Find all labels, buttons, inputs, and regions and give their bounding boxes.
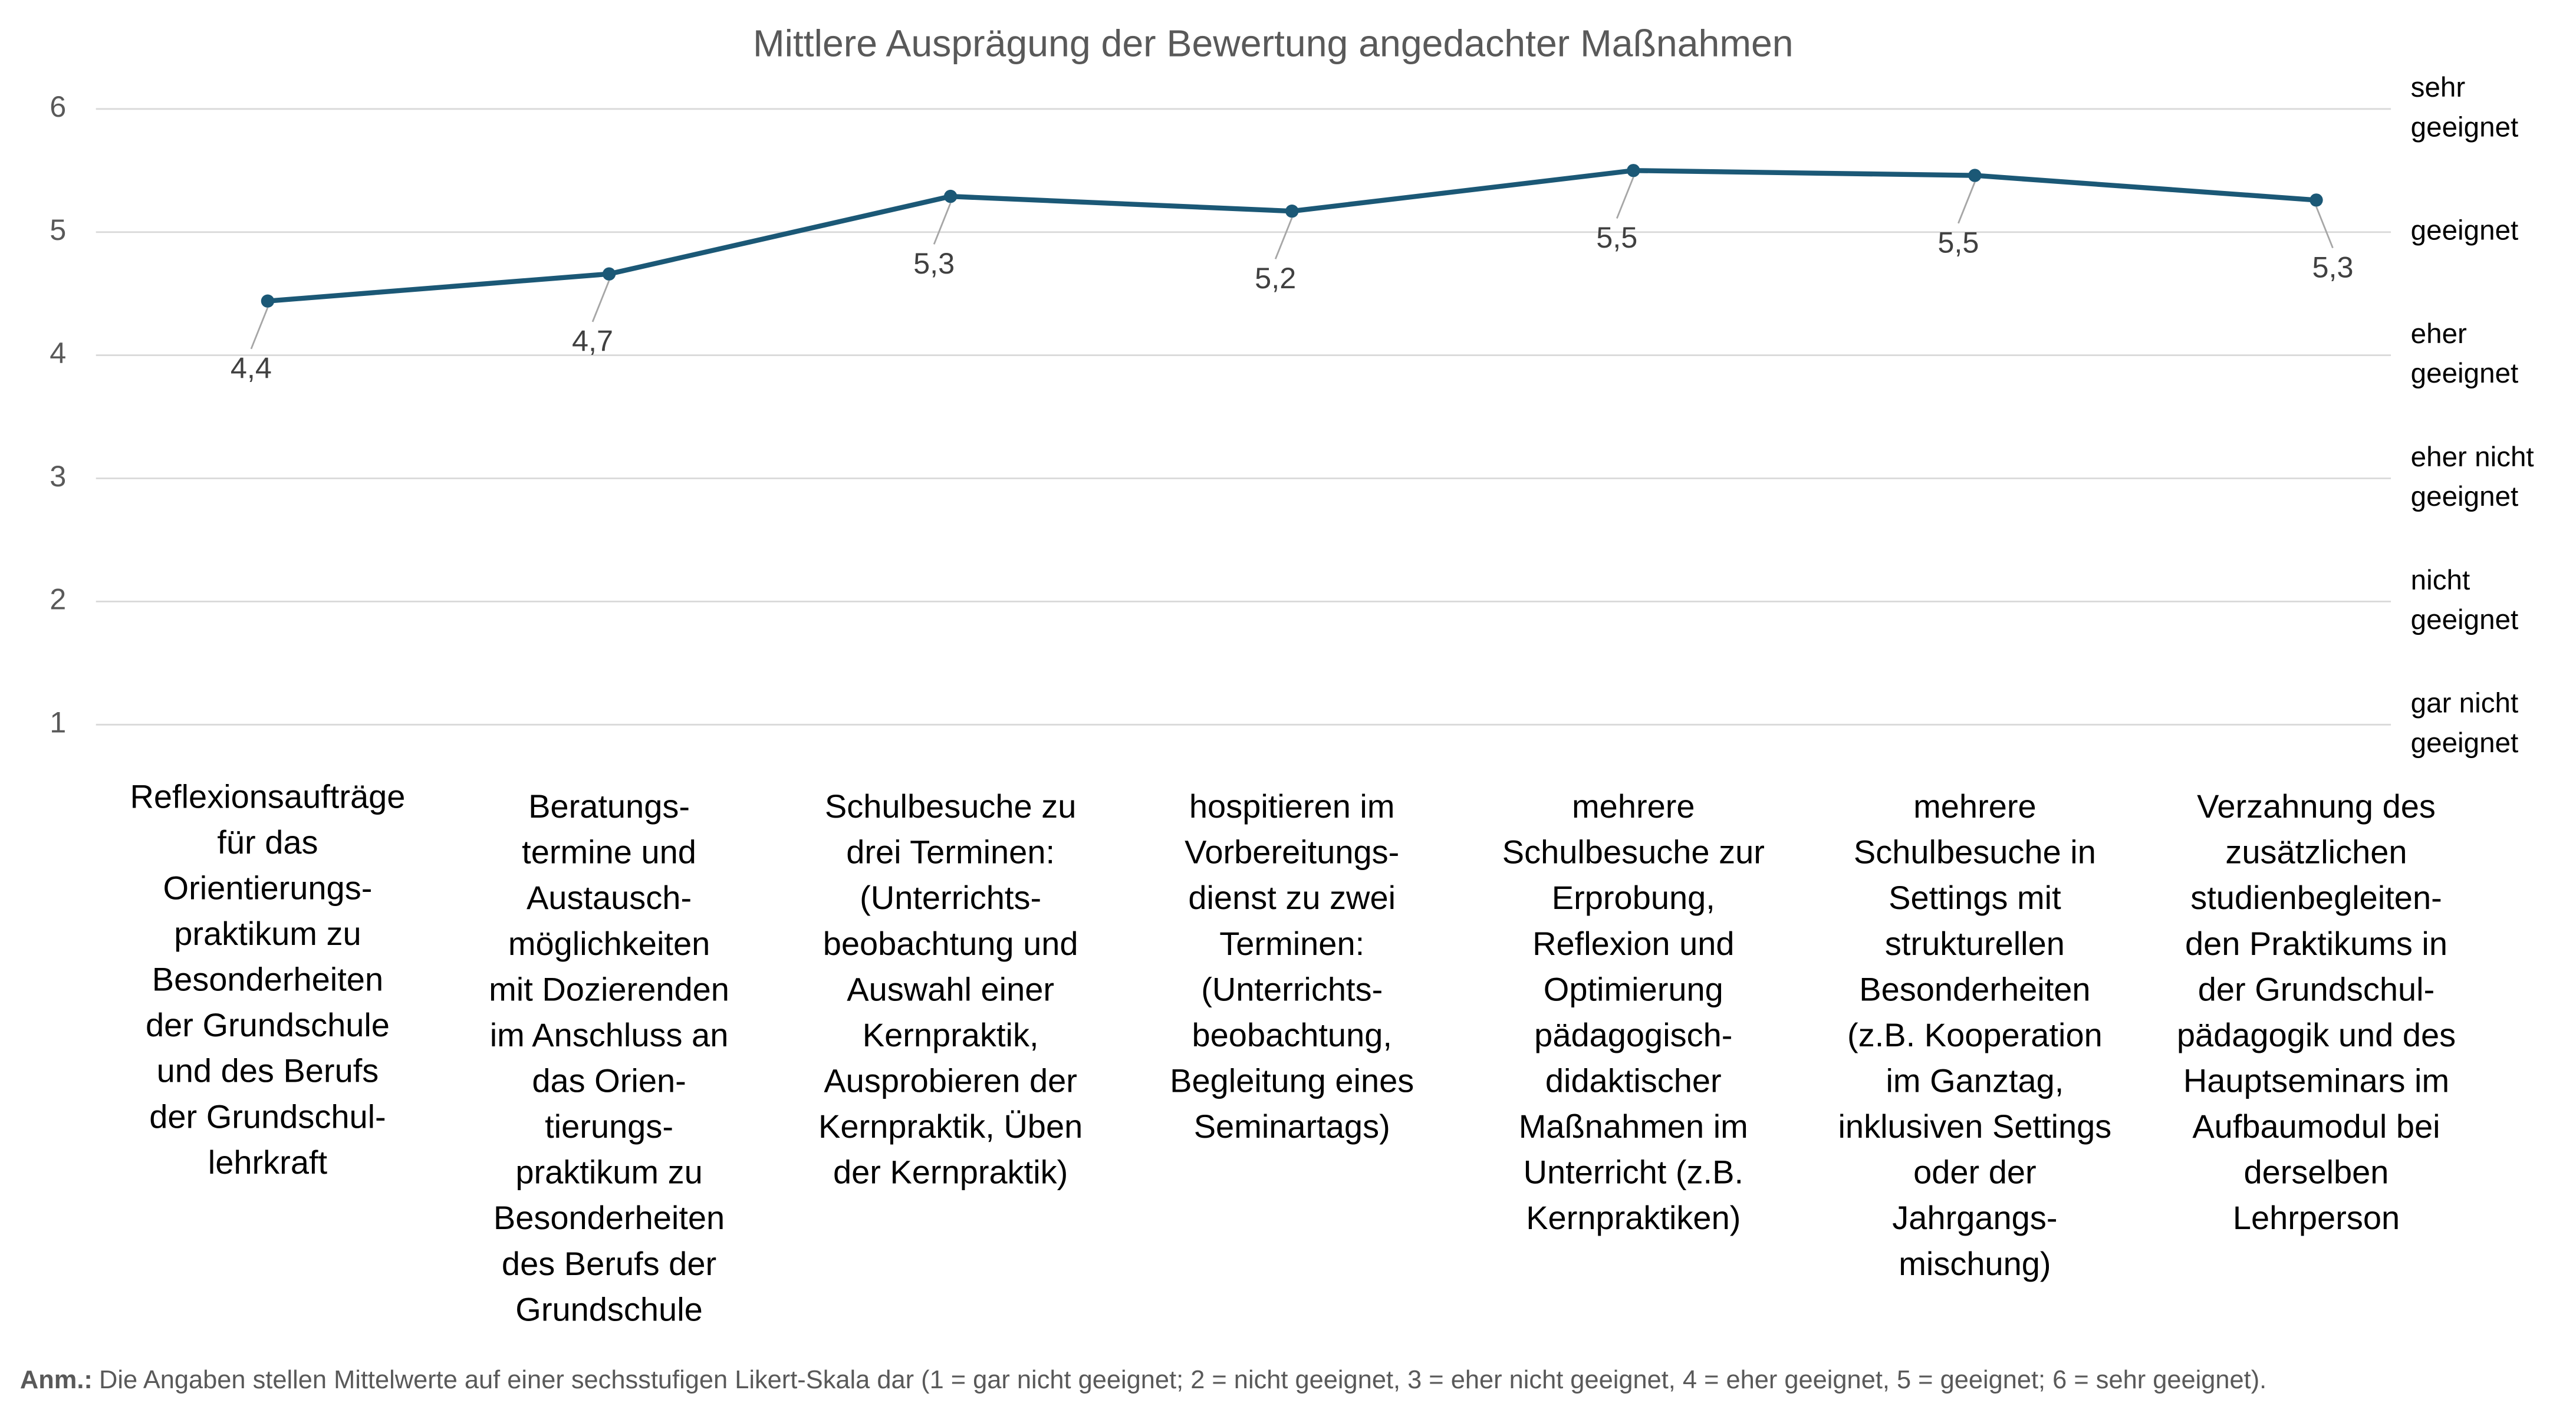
note-text: Die Angaben stellen Mittelwerte auf eine… (99, 1366, 2266, 1394)
leader-line (1958, 182, 1976, 224)
x-tick-label: Beratungs-termine und Austausch-möglichke… (489, 788, 729, 1328)
data-point (602, 267, 616, 281)
x-tick-label: Reflexionsaufträge für das Orientierungs-p… (130, 778, 405, 1181)
data-point (2309, 193, 2323, 207)
leader-line (1616, 176, 1634, 219)
y-tick-label: 1 (50, 706, 66, 739)
data-label: 4,4 (231, 351, 272, 385)
leader-line (933, 202, 952, 245)
x-tick-label: mehrere Schulbesuche in Settings mit strukt… (1838, 788, 2111, 1282)
leader-line (2315, 206, 2334, 249)
y2-tick-label: geeignet (2411, 215, 2519, 246)
y-tick-label: 2 (50, 582, 66, 616)
data-point (1968, 169, 1982, 182)
data-label: 5,5 (1596, 220, 1637, 254)
leader-line (1274, 217, 1293, 259)
data-label: 4,7 (572, 324, 613, 358)
y-tick-label: 5 (50, 213, 66, 246)
data-label: 5,5 (1937, 226, 1979, 259)
y2-tick-label: nicht geeignet (2411, 564, 2519, 635)
x-tick-label: mehrere Schulbesuche zur Erprobung, Reflexi… (1502, 788, 1765, 1236)
y2-tick-label: eher nicht geeignet (2411, 441, 2534, 512)
y-tick-label: 4 (50, 336, 66, 370)
data-label: 5,3 (2312, 250, 2353, 284)
data-point (1285, 204, 1299, 218)
note-label: Anm.: (20, 1366, 93, 1394)
data-label: 5,2 (1255, 261, 1296, 295)
y2-tick-label: eher geeignet (2411, 318, 2519, 389)
y-tick-label: 3 (50, 459, 66, 493)
data-label: 5,3 (913, 246, 955, 280)
data-point (261, 294, 275, 308)
x-tick-label: Schulbesuche zu drei Terminen: (Unterricht… (818, 788, 1083, 1191)
y2-tick-label: gar nicht geeignet (2411, 687, 2519, 758)
leader-line (591, 280, 610, 322)
chart-title: Mittlere Ausprägung der Bewertung angeda… (753, 22, 1794, 64)
note: Anm.: Die Angaben stellen Mittelwerte auf… (20, 1366, 2266, 1394)
x-tick-label: Verzahnung des zusätzlichen studienbegleit… (2177, 788, 2456, 1236)
x-tick-label: hospitieren im Vorbereitungs-dienst zu zw… (1170, 788, 1414, 1145)
y2-tick-label: sehr geeignet (2411, 72, 2519, 143)
data-point (1627, 164, 1640, 177)
y-tick-label: 6 (50, 90, 66, 123)
leader-line (250, 307, 269, 350)
data-point (943, 189, 958, 203)
